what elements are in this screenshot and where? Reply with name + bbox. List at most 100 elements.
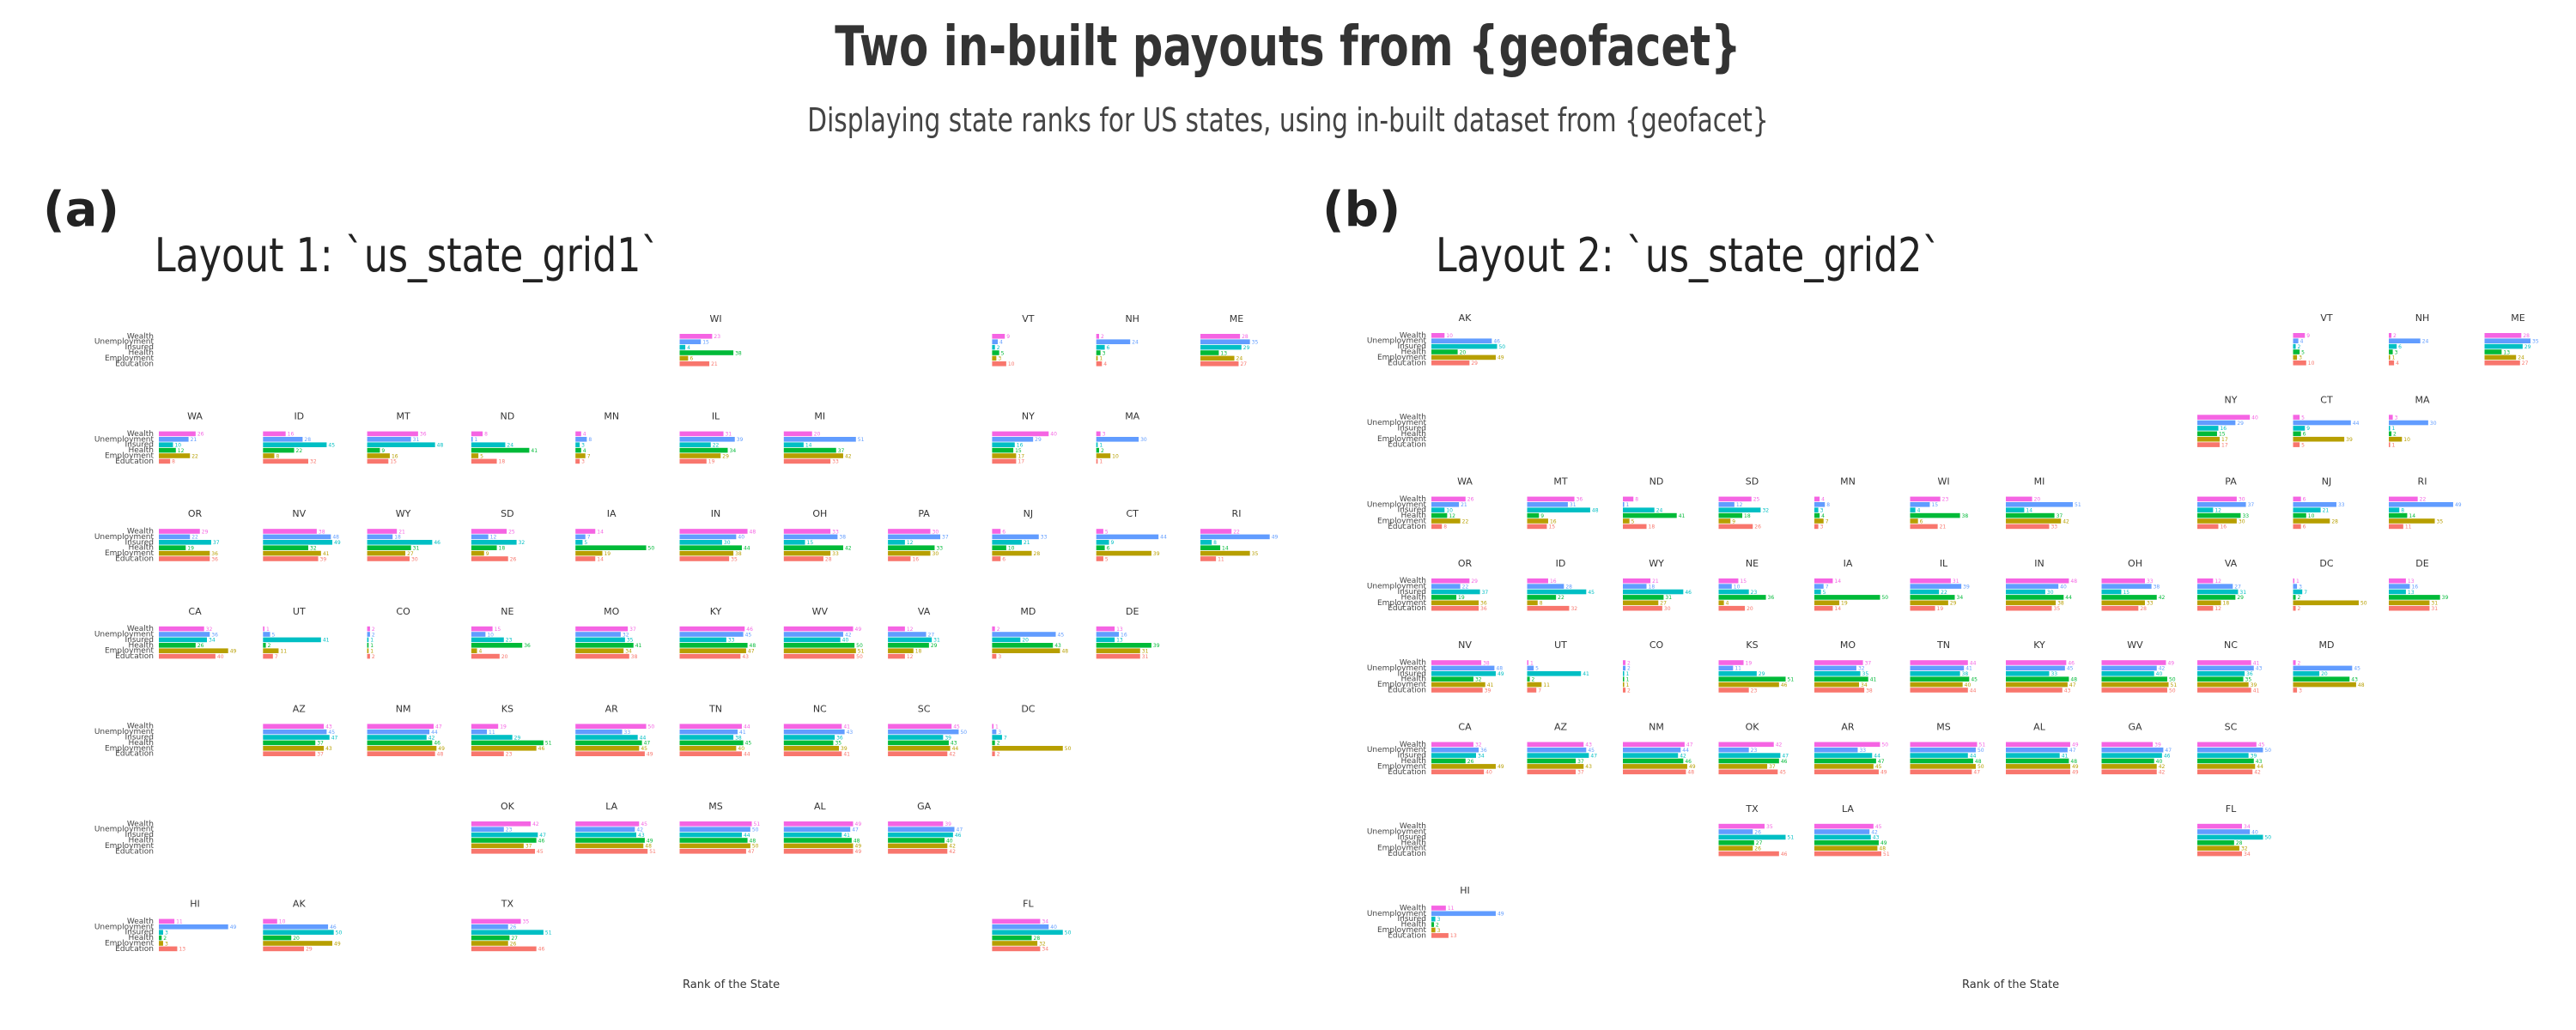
bar-value-b-id-wealth: 16: [1550, 579, 1557, 585]
bar-value-a-la-insured: 43: [638, 833, 645, 839]
bar-value-a-nj-employment: 28: [1034, 551, 1041, 557]
bar-b-ak-health: [1431, 349, 1458, 354]
bar-b-md-employment: [2293, 682, 2356, 688]
bar-b-tn-unemployment: [1910, 665, 1965, 671]
bar-value-a-ms-employment: 50: [752, 844, 759, 850]
bar-value-b-va-unemployment: 27: [2234, 584, 2241, 590]
bar-value-b-ms-education: 47: [1973, 770, 1980, 776]
bar-value-a-al-wealth: 49: [855, 821, 862, 827]
bar-a-hi-insured: [159, 930, 163, 935]
bar-value-b-vt-wealth: 9: [2306, 333, 2310, 339]
bar-value-b-ky-wealth: 46: [2068, 660, 2075, 666]
bar-b-al-unemployment: [2006, 747, 2068, 753]
bar-b-ca-wealth: [1431, 742, 1473, 748]
bar-value-b-wi-employment: 6: [1920, 518, 1923, 524]
bar-value-a-ms-unemployment: 50: [752, 827, 759, 833]
bar-value-b-hi-education: 13: [1450, 933, 1457, 939]
bar-b-ca-unemployment: [1431, 747, 1479, 753]
bar-value-b-ne-unemployment: 10: [1734, 584, 1741, 590]
bar-value-b-ky-employment: 47: [2069, 682, 2076, 688]
bar-value-b-az-health: 37: [1577, 759, 1584, 765]
bar-b-wi-wealth: [1910, 496, 1941, 502]
bar-a-nd-insured: [471, 442, 506, 447]
bar-b-ga-education: [2101, 769, 2157, 775]
bar-value-a-mn-education: 3: [581, 459, 585, 465]
bar-value-b-mn-wealth: 4: [1821, 497, 1825, 503]
bar-a-az-employment: [263, 746, 325, 751]
bar-value-a-fl-unemployment: 40: [1050, 924, 1057, 930]
bar-value-a-tx-insured: 51: [545, 930, 552, 936]
y-tick-label-b-row3-health: Health: [1400, 593, 1426, 602]
bar-value-b-va-employment: 18: [2223, 601, 2230, 607]
facet-label-b-nd: ND: [1649, 476, 1664, 488]
bar-a-ct-health: [1096, 545, 1105, 550]
bar-value-b-mn-insured: 3: [1820, 508, 1824, 514]
bar-value-a-il-unemployment: 39: [737, 437, 744, 443]
bar-value-a-ne-wealth: 15: [495, 627, 501, 633]
bar-a-fl-health: [992, 935, 1032, 941]
bar-a-wa-unemployment: [159, 437, 189, 442]
facet-label-a-ct: CT: [1126, 508, 1139, 519]
bar-a-ne-education: [471, 653, 500, 659]
bar-a-or-unemployment: [159, 534, 191, 540]
bar-b-fl-insured: [2197, 834, 2263, 840]
bar-value-a-nh-wealth: 2: [1101, 334, 1104, 340]
bar-b-wy-insured: [1623, 589, 1684, 595]
bar-value-a-dc-education: 2: [997, 752, 1000, 758]
facet-label-b-id: ID: [1556, 558, 1566, 569]
y-tick-label-a-row1-wealth: Wealth: [127, 430, 154, 439]
bar-value-a-or-education: 36: [211, 556, 218, 562]
bar-value-a-ak-wealth: 10: [279, 919, 286, 925]
facet-label-b-nm: NM: [1649, 722, 1664, 733]
bar-value-a-wy-unemployment: 18: [394, 535, 401, 541]
y-tick-label-b-row4-unemployment: Unemployment: [1367, 664, 1427, 673]
bar-value-a-or-health: 19: [187, 546, 194, 552]
bar-value-b-mt-wealth: 36: [1577, 497, 1583, 503]
bar-value-b-nm-employment: 49: [1689, 764, 1696, 770]
bar-value-a-mt-insured: 48: [437, 443, 444, 449]
bar-a-nv-unemployment: [263, 534, 331, 540]
bar-a-wy-unemployment: [367, 534, 393, 540]
bar-a-wv-employment: [783, 648, 856, 653]
bar-a-mt-employment: [367, 453, 390, 458]
bar-b-tn-wealth: [1910, 660, 1968, 665]
bar-a-wy-insured: [367, 540, 433, 545]
bar-b-la-wealth: [1814, 823, 1874, 829]
panel-b-xlabel: Rank of the State: [1962, 978, 2060, 991]
bar-value-a-or-unemployment: 22: [191, 535, 198, 541]
bar-value-a-ga-employment: 42: [949, 844, 956, 850]
bar-value-a-co-employment: 1: [370, 649, 374, 655]
bar-b-nc-insured: [2197, 671, 2245, 676]
bar-a-ne-insured: [471, 637, 504, 643]
bar-value-a-ga-health: 40: [946, 838, 953, 844]
bar-a-nh-insured: [1096, 344, 1105, 350]
bar-value-a-md-employment: 48: [1061, 649, 1068, 655]
bar-b-il-education: [1910, 605, 1935, 611]
bar-value-a-al-health: 48: [854, 838, 860, 844]
bar-value-a-ut-employment: 11: [280, 649, 287, 655]
bar-value-a-mn-employment: 7: [587, 453, 591, 459]
bar-b-ny-employment: [2197, 436, 2220, 442]
bar-b-wv-wealth: [2101, 660, 2166, 665]
y-tick-label-b-row7-insured: Insured: [1397, 915, 1426, 924]
bar-value-b-tx-insured: 51: [1788, 835, 1795, 841]
bar-value-b-or-health: 19: [1458, 595, 1465, 601]
bar-value-b-wi-insured: 4: [1917, 508, 1921, 514]
bar-a-ca-unemployment: [159, 632, 210, 637]
bar-value-b-mi-health: 37: [2057, 513, 2063, 519]
bar-value-b-sd-employment: 9: [1732, 518, 1735, 524]
bar-b-la-insured: [1814, 834, 1871, 840]
bar-value-a-in-wealth: 48: [750, 529, 756, 535]
bar-a-ri-insured: [1200, 540, 1212, 545]
bar-a-oh-unemployment: [783, 534, 838, 540]
bar-value-a-il-health: 34: [730, 448, 737, 454]
bar-a-ri-unemployment: [1200, 534, 1270, 540]
facet-label-b-sc: SC: [2225, 722, 2238, 733]
bar-b-sd-education: [1718, 524, 1753, 530]
bar-value-a-ak-education: 29: [306, 947, 313, 953]
facet-label-a-wy: WY: [396, 508, 411, 519]
bar-value-a-wy-education: 30: [411, 556, 418, 562]
bar-value-a-ky-employment: 47: [748, 649, 755, 655]
bar-value-a-de-education: 31: [1142, 654, 1149, 660]
bar-a-ut-employment: [263, 648, 279, 653]
